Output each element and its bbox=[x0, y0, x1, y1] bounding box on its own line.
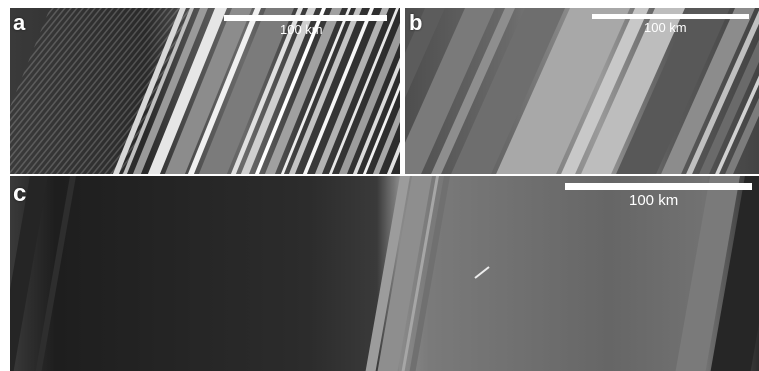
panel-c-label: c bbox=[13, 180, 27, 207]
panel-a: a 100 km bbox=[10, 8, 400, 174]
panel-b-image bbox=[405, 8, 759, 174]
panel-c-scale-bar bbox=[565, 183, 752, 190]
panel-b-label: b bbox=[409, 10, 423, 35]
panel-c: c 100 km bbox=[10, 176, 759, 371]
panel-b-scale-label: 100 km bbox=[644, 20, 687, 35]
panel-b-scale-bar bbox=[592, 14, 749, 19]
panel-b: b 100 km bbox=[405, 8, 759, 174]
panel-a-scale-label: 100 km bbox=[280, 22, 323, 37]
panel-a-scale-bar bbox=[224, 15, 387, 21]
panel-c-image bbox=[10, 176, 759, 371]
panel-a-image bbox=[10, 8, 400, 174]
panel-a-label: a bbox=[13, 10, 26, 35]
panel-c-scale-label: 100 km bbox=[629, 192, 679, 209]
